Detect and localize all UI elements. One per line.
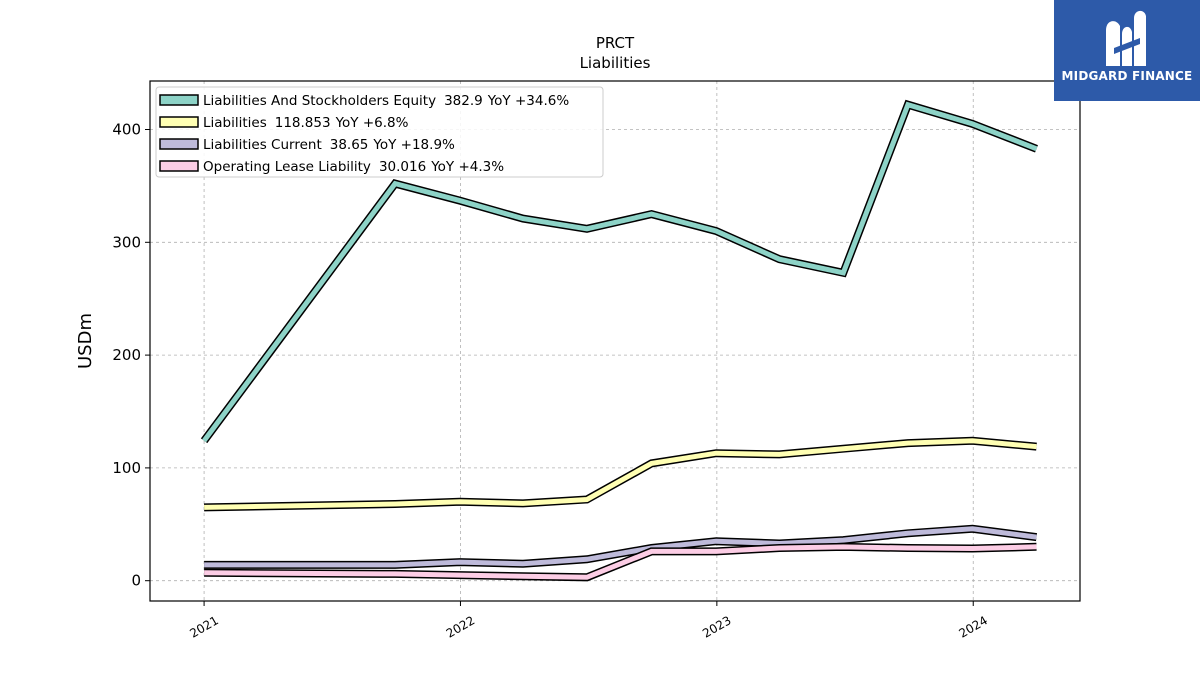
y-axis-label: USDm: [75, 313, 96, 369]
chart-subtitle: Liabilities: [580, 54, 651, 72]
midgard-logo-icon: [1106, 10, 1146, 66]
series-line: [204, 544, 1037, 580]
legend-swatch: [159, 94, 199, 106]
axes-layer: 0 100 200 300 400 2021 2022 2023 2024: [112, 80, 1081, 641]
legend-label: Liabilities And Stockholders Equity 382.9…: [203, 93, 569, 109]
x-tick-label: 2022: [444, 613, 477, 640]
legend-series-value: 38.65: [330, 137, 369, 153]
series-line: [204, 526, 1037, 568]
x-tick-label: 2023: [700, 613, 733, 640]
legend-series-yoy: YoY +18.9%: [372, 137, 455, 153]
legend-label: Liabilities 118.853 YoY +6.8%: [203, 115, 409, 131]
legend-series-yoy: YoY +6.8%: [335, 115, 409, 131]
brand-name: MIDGARD FINANCE: [1061, 69, 1193, 83]
legend-series-yoy: YoY +34.6%: [487, 93, 570, 109]
legend-swatch: [159, 138, 199, 150]
series-line: [202, 101, 1038, 443]
legend-series-yoy: YoY +4.3%: [430, 159, 504, 175]
legend-series-name: Liabilities: [203, 115, 267, 131]
legend-series-name: Operating Lease Liability: [203, 159, 371, 175]
legend-series-value: 30.016: [379, 159, 426, 175]
series-1: [204, 436, 1037, 512]
legend-swatch: [159, 160, 199, 172]
series-line-outline: [204, 436, 1037, 512]
y-tick-label: 0: [131, 572, 141, 590]
series-3: [204, 542, 1037, 582]
series-layer: [200, 99, 1038, 582]
legend-swatch: [159, 116, 199, 128]
series-2: [204, 524, 1038, 569]
x-tick-label: 2021: [187, 613, 220, 640]
legend-label: Operating Lease Liability 30.016 YoY +4.3%: [203, 159, 504, 175]
y-tick-label: 300: [112, 233, 141, 251]
legend-series-name: Liabilities Current: [203, 137, 322, 153]
x-tick-label: 2024: [957, 613, 990, 640]
legend-series-value: 118.853: [275, 115, 331, 131]
series-0: [200, 99, 1038, 444]
y-tick-label: 100: [112, 459, 141, 477]
legend-label: Liabilities Current 38.65 YoY +18.9%: [203, 137, 455, 153]
plot-frame: [149, 80, 1081, 602]
midgard-logo: MIDGARD FINANCE: [1054, 0, 1200, 101]
series-line: [204, 438, 1037, 510]
legend-series-value: 382.9: [444, 93, 483, 109]
legend-series-name: Liabilities And Stockholders Equity: [203, 93, 436, 109]
legend: Liabilities And Stockholders Equity 382.9…: [155, 86, 604, 178]
y-tick-label: 200: [112, 346, 141, 364]
legend-box: [155, 86, 604, 178]
chart-title: PRCT: [596, 34, 635, 52]
y-tick-label: 400: [112, 121, 141, 139]
